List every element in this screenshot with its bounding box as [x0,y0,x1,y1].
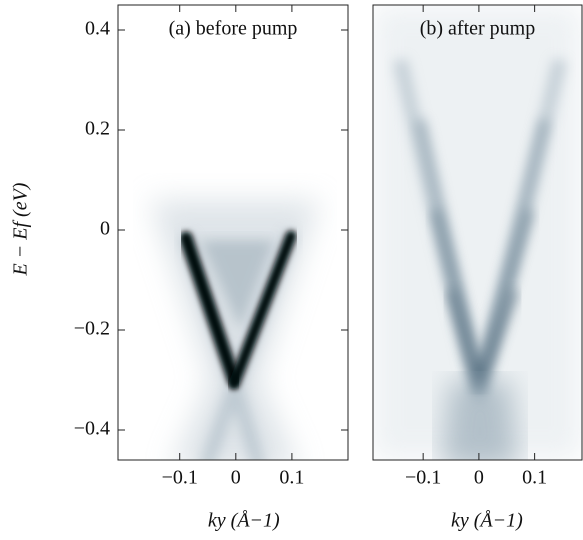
y-tick-label: 0.2 [85,118,110,140]
intensity-map-b [373,5,582,460]
x-axis-label: ky (Å−1) [451,510,523,532]
y-tick-label: −0.2 [74,318,110,340]
x-tick-label: 0 [474,467,484,489]
x-tick-label: 0 [231,467,241,489]
y-tick-label: 0 [100,218,110,240]
x-tick-label: −0.1 [405,467,441,489]
x-tick-label: 0.1 [279,467,304,489]
y-tick-label: −0.4 [74,418,110,440]
panel-title: (a) before pump [169,18,298,40]
y-tick-label: 0.4 [85,18,110,40]
x-axis-label: ky (Å−1) [208,510,280,532]
x-tick-label: 0.1 [522,467,547,489]
y-axis-label: E − Ef (eV) [10,182,32,276]
plot-frame [117,4,349,461]
plot-frame [372,4,583,461]
x-tick-label: −0.1 [162,467,198,489]
intensity-map-a [150,200,320,460]
panel-title: (b) after pump [420,18,536,40]
